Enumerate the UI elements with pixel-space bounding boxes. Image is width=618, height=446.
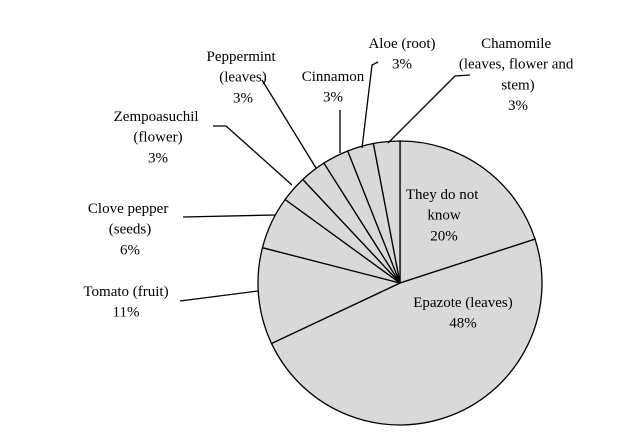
value-label: 3% [323, 90, 343, 106]
label-line: Clove pepper [88, 201, 172, 217]
labels: They do not know 20% Epazote (leaves) 48% To… [83, 36, 577, 332]
pie-slice [399, 140, 536, 284]
value-label: 3% [233, 90, 253, 106]
label-line: Chamomile [481, 36, 555, 52]
slice-label: They do not know [406, 187, 482, 224]
leader-line [361, 61, 379, 149]
label-line: Tomato (fruit) [83, 284, 168, 300]
label-line: (leaves) [219, 70, 266, 86]
value-label: 3% [508, 98, 528, 114]
slice-label: Clove pepper (seeds) [88, 201, 172, 238]
slice-label: Aloe (root) [368, 36, 435, 52]
leader-line [387, 74, 471, 144]
pie-slice [257, 246, 402, 345]
label-line: stem) [501, 77, 534, 93]
leader-line [182, 214, 276, 218]
label-line: Aloe (root) [368, 36, 435, 52]
value-label: 3% [392, 57, 412, 73]
label-line: (leaves, flower and [459, 57, 577, 73]
pie-slice [270, 238, 543, 426]
leader-line [179, 290, 259, 302]
pie-slice [372, 140, 401, 284]
label-line: (flower) [133, 130, 182, 146]
pie [257, 140, 543, 426]
value-label: 11% [113, 305, 140, 321]
value-label: 48% [449, 316, 477, 332]
label-line: Cinnamon [302, 69, 365, 85]
leader-lines [179, 61, 471, 302]
label-line: Peppermint [207, 49, 280, 65]
value-label: 6% [120, 242, 140, 258]
leader-line [261, 79, 317, 169]
slice-label: Tomato (fruit) [83, 284, 168, 300]
label-line: Zempoasuchil [114, 109, 203, 125]
slice-label: Chamomile (leaves, flower and stem) [459, 36, 577, 93]
label-line: know [427, 208, 461, 224]
label-line: Epazote (leaves) [413, 295, 513, 311]
slice-label: Cinnamon [302, 69, 365, 85]
leader-line [213, 125, 293, 186]
label-line: (seeds) [109, 222, 151, 238]
slice-label: Epazote (leaves) [413, 295, 513, 311]
slice-label: Zempoasuchil (flower) [114, 109, 203, 146]
value-label: 3% [148, 150, 168, 166]
value-label: 20% [430, 228, 458, 244]
slice-label: Peppermint (leaves) [207, 49, 280, 86]
label-line: They do not [406, 187, 482, 203]
